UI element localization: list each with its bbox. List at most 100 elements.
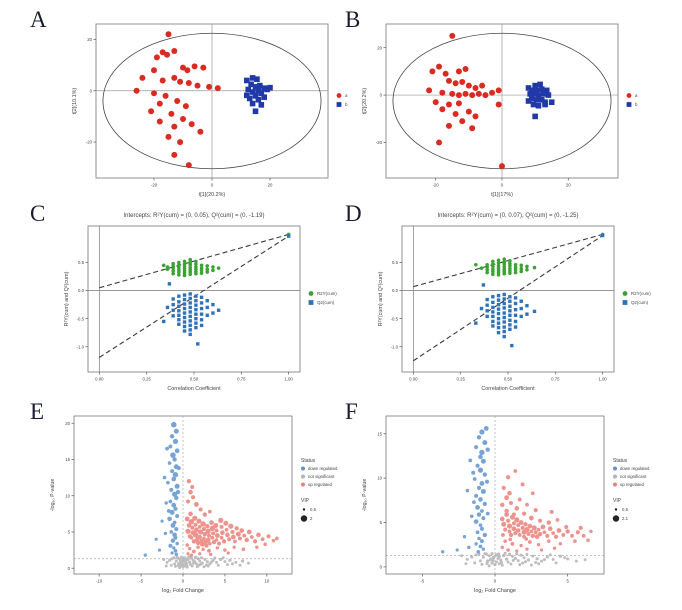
- svg-text:0.00: 0.00: [95, 377, 104, 382]
- series-up-regulated: [499, 469, 593, 553]
- regression-line: [413, 233, 603, 288]
- legend: R2Y(cum) Q2(cum): [622, 291, 651, 305]
- svg-text:Q2(cum): Q2(cum): [631, 300, 649, 305]
- regression-line: [99, 235, 289, 358]
- regression-line: [99, 233, 289, 289]
- svg-text:up regulated: up regulated: [308, 482, 333, 487]
- svg-text:0.25: 0.25: [456, 377, 465, 382]
- svg-text:5: 5: [224, 579, 227, 584]
- svg-text:10: 10: [65, 493, 70, 498]
- svg-text:20: 20: [566, 183, 571, 188]
- panel-label-b: B: [345, 7, 361, 32]
- plot-area: [385, 23, 619, 179]
- svg-text:-5: -5: [420, 579, 424, 584]
- svg-text:10: 10: [264, 579, 269, 584]
- plot-area: [73, 415, 293, 575]
- permutation-plot-d: Intercepts: R²Y(cum) = (0, 0.07), Q²(cum…: [378, 213, 651, 392]
- plot-border: [73, 415, 293, 575]
- svg-text:-1.0: -1.0: [391, 344, 399, 349]
- series-not-significant: [162, 555, 250, 569]
- series-down-regulated: [440, 426, 490, 554]
- volcano-plot-e: -10 -5 0 5 10 0 5 10 15 20 log₂ Fold Change -log₁₀ …: [50, 415, 338, 594]
- svg-text:0: 0: [182, 579, 185, 584]
- panel-label-e: E: [30, 399, 45, 424]
- svg-text:-20: -20: [86, 140, 93, 145]
- svg-text:0.50: 0.50: [190, 377, 199, 382]
- plot-area: [87, 225, 301, 373]
- svg-text:0.75: 0.75: [237, 377, 246, 382]
- svg-text:20: 20: [87, 37, 92, 42]
- svg-text:Status: Status: [613, 458, 628, 464]
- svg-text:0: 0: [90, 88, 93, 93]
- panel-label-d: D: [345, 201, 362, 226]
- series-up-regulated: [184, 479, 279, 557]
- svg-text:VIP: VIP: [613, 498, 622, 504]
- svg-text:0.00: 0.00: [409, 377, 418, 382]
- series-Q2(cum): [474, 233, 605, 348]
- svg-text:0: 0: [211, 183, 214, 188]
- svg-text:-1.0: -1.0: [77, 344, 85, 349]
- plot-title: Intercepts: R²Y(cum) = (0, 0.07), Q²(cum…: [437, 213, 578, 219]
- svg-text:5: 5: [380, 520, 383, 525]
- svg-text:0.5: 0.5: [622, 507, 629, 512]
- svg-text:R2Y(cum): R2Y(cum): [631, 291, 651, 296]
- panel-label-f: F: [345, 399, 358, 424]
- series-b: [525, 81, 555, 120]
- svg-text:0: 0: [68, 566, 71, 571]
- svg-text:a: a: [345, 93, 348, 98]
- svg-text:-0.5: -0.5: [77, 316, 85, 321]
- plot-border: [401, 225, 615, 373]
- x-axis-label: Correlation Coefficient: [481, 386, 535, 392]
- axes: -20 0 20 20 0 -20 t[1](20.2%) t[2](10.1%): [72, 37, 273, 198]
- x-axis-label: Correlation Coefficient: [167, 386, 221, 392]
- svg-text:0: 0: [380, 93, 383, 98]
- svg-text:0.0: 0.0: [392, 288, 399, 293]
- svg-text:2.1: 2.1: [622, 516, 629, 521]
- panel-label-a: A: [30, 7, 47, 32]
- plot-area: [95, 23, 329, 179]
- svg-text:5: 5: [566, 579, 569, 584]
- svg-text:5: 5: [68, 530, 71, 535]
- axes: 0.00 0.25 0.50 0.75 1.00 0.5 0.0 -0.5 -1.0 Correl…: [64, 260, 293, 392]
- regression-line: [413, 235, 603, 362]
- svg-text:Status: Status: [301, 458, 316, 464]
- svg-text:0.25: 0.25: [142, 377, 151, 382]
- svg-text:15: 15: [65, 457, 70, 462]
- svg-text:0.0: 0.0: [78, 288, 85, 293]
- svg-text:0.5: 0.5: [310, 507, 317, 512]
- svg-text:0: 0: [501, 183, 504, 188]
- svg-text:a: a: [635, 93, 638, 98]
- series-a: [426, 32, 505, 170]
- series-R2Y(cum): [474, 232, 605, 277]
- svg-text:-10: -10: [96, 579, 103, 584]
- svg-text:0.5: 0.5: [392, 260, 399, 265]
- axes: -20 0 20 20 0 -20 t[1](17%) t[2](20.2%): [362, 45, 571, 198]
- svg-text:2: 2: [310, 516, 313, 521]
- axes: -5 0 5 0 5 10 15 log₂ Fold Change -log₁₀ P-value: [362, 431, 569, 594]
- svg-text:20: 20: [268, 183, 273, 188]
- svg-text:20: 20: [377, 45, 382, 50]
- y-axis-label: -log₁₀ P-value: [50, 479, 56, 512]
- svg-text:not significant: not significant: [620, 474, 647, 479]
- svg-text:R2Y(cum): R2Y(cum): [317, 291, 337, 296]
- svg-text:-0.5: -0.5: [391, 316, 399, 321]
- x-axis-label: t[1](17%): [491, 192, 513, 198]
- plot-area: [385, 415, 605, 575]
- legend: ab: [626, 93, 638, 107]
- svg-text:up regulated: up regulated: [620, 482, 645, 487]
- svg-text:1.00: 1.00: [284, 377, 293, 382]
- legend: R2Y(cum) Q2(cum): [308, 291, 337, 305]
- series-Q2(cum): [162, 234, 291, 346]
- x-axis-label: t[1](20.2%): [199, 192, 226, 198]
- axes: 0.00 0.25 0.50 0.75 1.00 0.5 0.0 -0.5 -1.0 Correl…: [378, 260, 607, 392]
- volcano-plot-f: -5 0 5 0 5 10 15 log₂ Fold Change -log₁₀ P-value…: [362, 415, 650, 594]
- legend: Status down regulated not significant up re…: [612, 458, 650, 522]
- svg-text:20: 20: [65, 421, 70, 426]
- svg-text:10: 10: [377, 476, 382, 481]
- svg-text:0: 0: [380, 564, 383, 569]
- svg-text:1.00: 1.00: [598, 377, 607, 382]
- x-axis-label: log₂ Fold Change: [162, 588, 204, 594]
- svg-text:-20: -20: [433, 183, 440, 188]
- panel-label-c: C: [30, 201, 46, 226]
